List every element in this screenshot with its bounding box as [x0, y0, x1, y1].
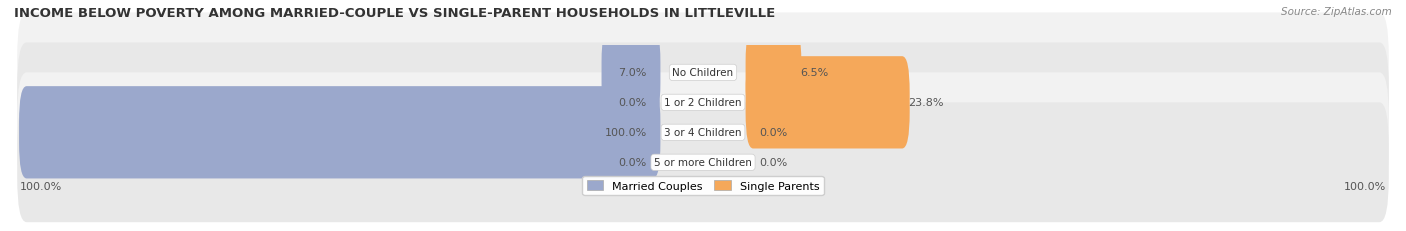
FancyBboxPatch shape — [17, 43, 1389, 163]
Text: 3 or 4 Children: 3 or 4 Children — [664, 128, 742, 138]
FancyBboxPatch shape — [745, 27, 801, 119]
Text: 0.0%: 0.0% — [619, 98, 647, 108]
Text: 6.5%: 6.5% — [800, 68, 828, 78]
Text: 0.0%: 0.0% — [619, 158, 647, 167]
FancyBboxPatch shape — [17, 103, 1389, 222]
Text: Source: ZipAtlas.com: Source: ZipAtlas.com — [1281, 7, 1392, 17]
Text: 0.0%: 0.0% — [759, 158, 787, 167]
Text: No Children: No Children — [672, 68, 734, 78]
FancyBboxPatch shape — [20, 87, 661, 179]
Text: 100.0%: 100.0% — [20, 181, 63, 191]
Text: 23.8%: 23.8% — [908, 98, 943, 108]
Text: 100.0%: 100.0% — [605, 128, 647, 138]
FancyBboxPatch shape — [17, 13, 1389, 133]
Text: 0.0%: 0.0% — [759, 128, 787, 138]
Text: 1 or 2 Children: 1 or 2 Children — [664, 98, 742, 108]
Text: 5 or more Children: 5 or more Children — [654, 158, 752, 167]
Text: 7.0%: 7.0% — [619, 68, 647, 78]
Legend: Married Couples, Single Parents: Married Couples, Single Parents — [582, 176, 824, 195]
FancyBboxPatch shape — [602, 27, 661, 119]
FancyBboxPatch shape — [17, 73, 1389, 192]
Text: 100.0%: 100.0% — [1343, 181, 1386, 191]
Text: INCOME BELOW POVERTY AMONG MARRIED-COUPLE VS SINGLE-PARENT HOUSEHOLDS IN LITTLEV: INCOME BELOW POVERTY AMONG MARRIED-COUPL… — [14, 7, 775, 20]
FancyBboxPatch shape — [745, 57, 910, 149]
